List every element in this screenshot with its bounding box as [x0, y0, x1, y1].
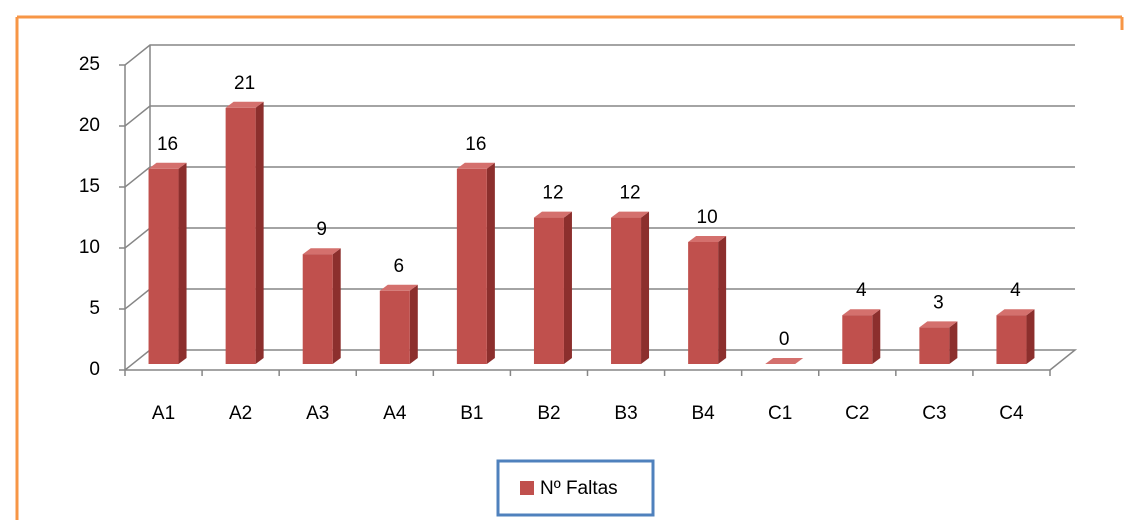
y-tick-label: 10	[79, 237, 100, 258]
bar-side	[409, 284, 418, 364]
bar	[456, 168, 487, 364]
bar	[302, 254, 333, 364]
y-tick-label: 5	[89, 298, 100, 319]
data-label: 12	[619, 183, 640, 204]
bar-top	[611, 211, 650, 218]
bar-top	[765, 358, 804, 364]
bar	[533, 217, 564, 364]
bar	[225, 107, 256, 365]
data-label: 4	[856, 280, 867, 301]
data-label: 10	[697, 207, 718, 228]
bar-side	[255, 101, 264, 365]
x-tick-label: B3	[614, 403, 637, 424]
bar-side	[486, 162, 495, 364]
bar-top	[919, 321, 958, 328]
bar-top	[996, 309, 1035, 316]
bar	[688, 242, 719, 364]
bar-top	[533, 211, 572, 218]
data-label: 9	[316, 219, 327, 240]
y-tick-label: 0	[89, 359, 100, 380]
x-tick-label: A4	[383, 403, 407, 424]
x-tick-label: C3	[922, 403, 946, 424]
data-label: 21	[234, 73, 255, 94]
x-tick-label: C2	[845, 403, 869, 424]
bar-top	[379, 284, 418, 291]
legend-swatch	[520, 481, 534, 495]
x-tick-label: B2	[537, 403, 560, 424]
x-tick-label: A3	[306, 403, 329, 424]
bar-top	[302, 248, 341, 255]
bar-side	[178, 162, 187, 364]
bar	[842, 315, 873, 364]
bar-side	[641, 211, 650, 364]
bar-top	[148, 162, 187, 169]
bar	[996, 315, 1027, 364]
bar	[611, 217, 642, 364]
x-tick-label: C4	[999, 403, 1024, 424]
data-label: 0	[779, 329, 790, 350]
data-label: 6	[394, 256, 405, 277]
y-tick-label: 20	[79, 115, 100, 136]
bar-side	[1026, 309, 1035, 364]
bar-side	[563, 211, 572, 364]
bar-side	[332, 248, 341, 364]
bar	[919, 327, 950, 364]
data-label: 12	[542, 183, 563, 204]
data-label: 3	[933, 292, 944, 313]
bar-side	[949, 321, 958, 364]
x-tick-label: A1	[152, 403, 175, 424]
x-tick-label: C1	[768, 403, 792, 424]
bar-top	[688, 236, 727, 242]
bar-side	[872, 309, 881, 364]
grid-line	[124, 44, 1075, 66]
bar	[379, 290, 410, 364]
bar-top	[842, 309, 881, 316]
data-label: 16	[157, 134, 178, 155]
grid-line	[124, 105, 1075, 127]
x-tick-label: A2	[229, 403, 252, 424]
x-tick-label: B1	[460, 403, 483, 424]
data-label: 4	[1010, 280, 1021, 301]
bar	[148, 168, 179, 364]
bar-top	[225, 101, 264, 108]
bar-side	[718, 236, 727, 364]
y-tick-label: 25	[79, 54, 100, 75]
data-label: 16	[465, 134, 486, 155]
y-tick-label: 15	[79, 176, 100, 197]
legend-label: Nº Faltas	[540, 478, 618, 499]
grid-line	[124, 166, 1075, 188]
x-tick-label: B4	[692, 403, 716, 424]
bar-top	[456, 162, 495, 169]
